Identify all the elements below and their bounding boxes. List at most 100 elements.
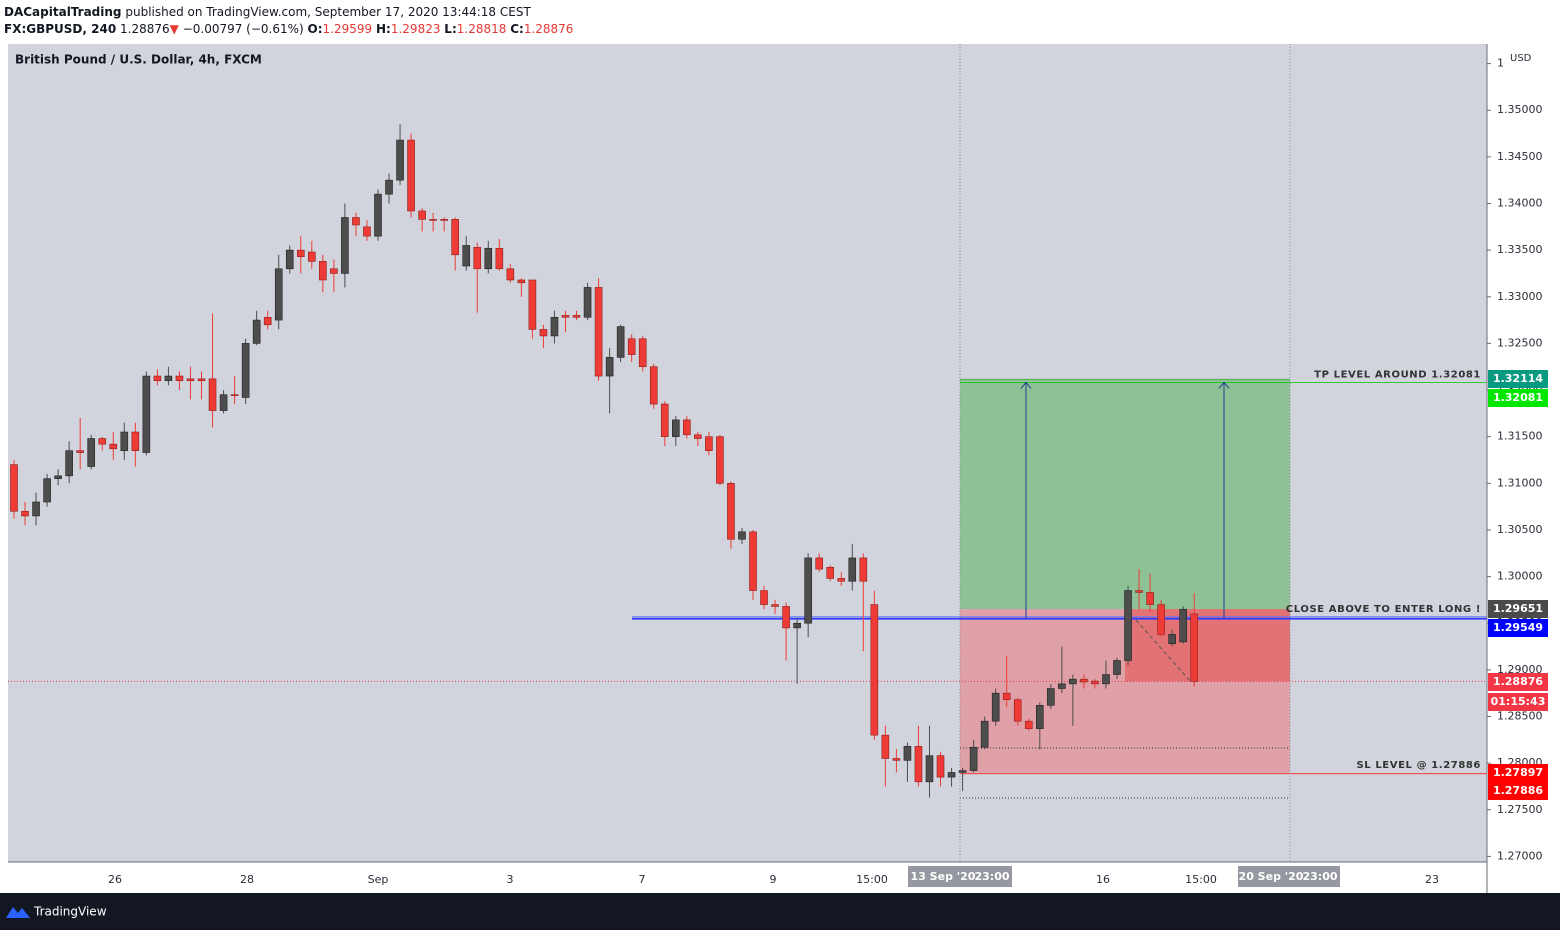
published: published on TradingView.com, September … — [125, 5, 531, 19]
ohlc-value: 1.29599 — [323, 22, 373, 36]
time-label: 23:00 — [974, 870, 1009, 883]
candle-body — [848, 557, 857, 582]
price-marker-label: 1.28876 — [1493, 675, 1543, 688]
y-tick-label: 1.29000 — [1497, 663, 1543, 676]
candle-body — [407, 139, 415, 212]
candle-body — [616, 326, 625, 358]
candle-body — [1102, 674, 1110, 685]
price-marker-label: 1.29651 — [1493, 602, 1543, 615]
ohlc-key: C: — [510, 22, 524, 36]
plot: TP LEVEL AROUND 1.32081 CLOSE ABOVE TO EN… — [8, 44, 1487, 862]
header-line: FX:GBPUSD, 240 1.28876▼ −0.00797 (−0.61%… — [4, 22, 573, 36]
ohlc-value: 1.28818 — [457, 22, 507, 36]
candle-body — [694, 434, 702, 439]
candle-body — [285, 249, 294, 270]
candle-body — [991, 692, 1000, 722]
candle-body — [1135, 590, 1143, 593]
candle-body — [76, 450, 84, 453]
y-tick-label: 1.27000 — [1497, 849, 1543, 862]
candle-body — [660, 403, 669, 437]
candle-body — [1058, 683, 1066, 689]
candle-body — [208, 378, 217, 411]
y-tick-label: 1.34500 — [1497, 150, 1543, 163]
x-tick-label: 9 — [770, 873, 777, 886]
candle-body — [506, 268, 515, 281]
candle-body — [451, 219, 460, 256]
x-tick-label: 3 — [507, 873, 514, 886]
candle-body — [550, 316, 559, 337]
candle-body — [175, 375, 184, 382]
candle-body — [826, 566, 835, 579]
candle-body — [892, 758, 901, 761]
candle-body — [98, 438, 107, 445]
ohlc-key: O: — [308, 22, 323, 36]
candle-body — [1146, 592, 1154, 605]
candle-body — [561, 315, 570, 318]
candle-body — [473, 247, 482, 270]
candle-body — [241, 343, 250, 398]
candle-body — [484, 247, 493, 270]
y-tick-label: 1.27500 — [1497, 803, 1543, 816]
time-label: 13 Sep '20 — [911, 870, 976, 883]
candle-body — [594, 287, 603, 377]
candle-body — [120, 431, 129, 451]
price-marker — [1488, 764, 1548, 782]
arrow-head — [1218, 381, 1230, 389]
candle-body — [1035, 705, 1044, 729]
candle-body — [903, 746, 912, 761]
candle-body — [727, 483, 735, 540]
candle-body — [870, 604, 879, 736]
candle-body — [749, 531, 757, 591]
candle-body — [705, 436, 713, 451]
x-tick-label: 15:00 — [1185, 873, 1217, 886]
candle-body — [627, 338, 636, 355]
y-tick-label: 1.30000 — [1497, 570, 1543, 583]
candle-body — [881, 734, 890, 759]
candle-body — [859, 557, 868, 582]
candle-body — [793, 622, 801, 629]
candle-body — [164, 375, 173, 382]
candle-body — [517, 279, 526, 284]
x-tick-label: 23 — [1425, 873, 1439, 886]
arrow: ▼ — [170, 22, 180, 36]
candle-body — [142, 375, 151, 453]
annotation: TP LEVEL AROUND 1.32081 — [1314, 369, 1481, 380]
annotation: SL LEVEL @ 1.27886 — [1356, 760, 1481, 771]
candle-body — [760, 590, 768, 605]
y-tick-label: 1.35000 — [1497, 103, 1543, 116]
candle-body — [815, 557, 823, 570]
price-marker-label: 1.32114 — [1493, 372, 1543, 385]
candle-body — [385, 179, 393, 195]
price-marker — [1488, 389, 1548, 407]
x-tick-label: 16 — [1096, 873, 1110, 886]
candle-body — [638, 338, 647, 368]
chart-title: British Pound / U.S. Dollar, 4h, FXCM — [15, 53, 262, 67]
symbol: FX:GBPUSD, 240 — [4, 22, 116, 36]
time-label-box — [908, 866, 1012, 887]
candle-body — [352, 217, 360, 226]
candle-body — [186, 378, 195, 382]
ohlc-key: H: — [376, 22, 391, 36]
candle-body — [274, 268, 283, 321]
countdown: 01:15:43 — [1491, 695, 1546, 708]
candle-body — [230, 394, 239, 397]
candle-body — [572, 315, 581, 318]
y-tick-label: 1.32500 — [1497, 336, 1543, 349]
candle-body — [418, 210, 426, 220]
ohlc-value: 1.29823 — [391, 22, 441, 36]
candle-body — [43, 478, 51, 503]
price-marker-label: 1.27897 — [1493, 766, 1543, 779]
candle-body — [1190, 613, 1199, 682]
candle-body — [219, 394, 228, 411]
candle-body — [263, 316, 272, 326]
candle-body — [1013, 699, 1022, 722]
candle-body — [462, 245, 471, 267]
candle-body — [1080, 678, 1088, 683]
profit-zone — [960, 379, 1290, 610]
y-tick-label: 1.30500 — [1497, 523, 1543, 536]
candle-body — [539, 329, 548, 337]
candle-body — [1002, 692, 1011, 701]
y-tick-label: 1.31000 — [1497, 476, 1543, 489]
candle-body — [10, 464, 18, 512]
